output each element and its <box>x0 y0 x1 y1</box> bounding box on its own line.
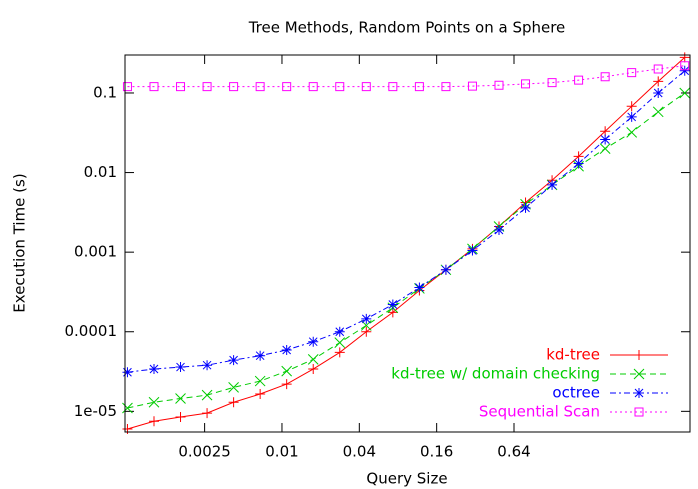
data-point <box>387 299 398 310</box>
data-point <box>122 367 133 378</box>
x-axis-label: Query Size <box>366 470 447 488</box>
data-point <box>494 80 504 90</box>
plot-frame <box>124 54 691 433</box>
legend-marker <box>634 388 644 398</box>
x-tick-label: 0.16 <box>420 443 453 461</box>
data-point <box>441 82 451 92</box>
data-point <box>493 224 504 235</box>
data-point <box>388 82 398 92</box>
data-point <box>547 78 557 88</box>
data-point <box>228 397 239 408</box>
y-axis-label: Execution Time (s) <box>11 173 29 312</box>
data-point <box>626 127 638 138</box>
x-tick-label: 0.64 <box>497 443 530 461</box>
series-line <box>127 92 686 409</box>
legend-label: Sequential Scan <box>479 403 600 421</box>
data-point <box>334 337 346 348</box>
data-point <box>228 382 239 393</box>
data-point <box>335 82 345 92</box>
data-point <box>255 350 266 361</box>
data-point <box>175 393 186 404</box>
legend-label: kd-tree <box>546 346 600 364</box>
data-point <box>308 336 319 347</box>
data-point <box>361 82 371 92</box>
data-point <box>653 76 664 87</box>
data-point <box>600 72 610 82</box>
data-point <box>308 82 318 92</box>
data-point <box>679 65 690 76</box>
legend-label: octree <box>552 384 600 402</box>
data-point <box>414 82 424 92</box>
data-point <box>202 82 212 92</box>
y-tick-label: 0.1 <box>93 83 117 101</box>
chart-title: Tree Methods, Random Points on a Sphere <box>248 19 566 37</box>
data-point <box>334 326 345 337</box>
data-point <box>308 364 319 375</box>
data-point <box>122 402 133 414</box>
data-point <box>440 264 451 275</box>
x-tick-label: 0.01 <box>265 443 298 461</box>
data-point <box>547 179 558 190</box>
data-point <box>626 111 637 122</box>
data-point <box>652 106 664 118</box>
data-point <box>414 282 425 293</box>
data-point <box>255 82 265 92</box>
data-point <box>176 82 186 92</box>
legend-marker <box>634 350 644 360</box>
y-tick-label: 0.0001 <box>65 322 118 340</box>
data-point <box>520 202 531 213</box>
data-point <box>627 68 637 78</box>
data-point <box>361 313 372 324</box>
data-point <box>281 379 292 390</box>
data-point <box>573 158 584 169</box>
data-point <box>201 389 213 401</box>
data-point <box>679 52 690 63</box>
data-point <box>521 79 531 89</box>
data-point <box>149 416 160 427</box>
data-point <box>653 64 663 74</box>
legend-label: kd-tree w/ domain checking <box>391 365 600 383</box>
data-point <box>228 355 239 366</box>
data-point <box>361 326 372 337</box>
data-point <box>281 365 293 377</box>
data-point <box>334 347 345 358</box>
series-line <box>127 57 686 430</box>
data-point <box>680 61 690 71</box>
data-point <box>599 143 611 154</box>
data-point <box>202 408 213 419</box>
data-point <box>175 411 186 422</box>
data-point <box>282 82 292 92</box>
data-point <box>653 87 664 98</box>
legend-marker <box>633 368 645 380</box>
y-tick-label: 1e-05 <box>74 402 117 420</box>
data-point <box>149 82 159 92</box>
data-point <box>202 360 213 371</box>
series-line <box>127 70 686 373</box>
x-tick-label: 0.0025 <box>178 443 231 461</box>
data-point <box>229 82 239 92</box>
data-point <box>122 82 132 92</box>
data-point <box>149 364 160 375</box>
data-point <box>255 389 266 400</box>
legend-marker <box>634 407 644 417</box>
y-tick-label: 0.001 <box>74 243 117 261</box>
data-point <box>679 87 691 99</box>
data-point <box>148 396 160 408</box>
data-point <box>574 75 584 85</box>
y-tick-label: 0.01 <box>84 163 117 181</box>
x-tick-label: 0.04 <box>343 443 376 461</box>
data-point <box>281 344 292 355</box>
data-point <box>626 101 637 112</box>
data-point <box>467 81 477 91</box>
data-point <box>467 245 478 256</box>
data-point <box>254 375 266 387</box>
data-point <box>307 353 319 365</box>
data-point <box>175 362 186 373</box>
data-point <box>600 134 611 145</box>
